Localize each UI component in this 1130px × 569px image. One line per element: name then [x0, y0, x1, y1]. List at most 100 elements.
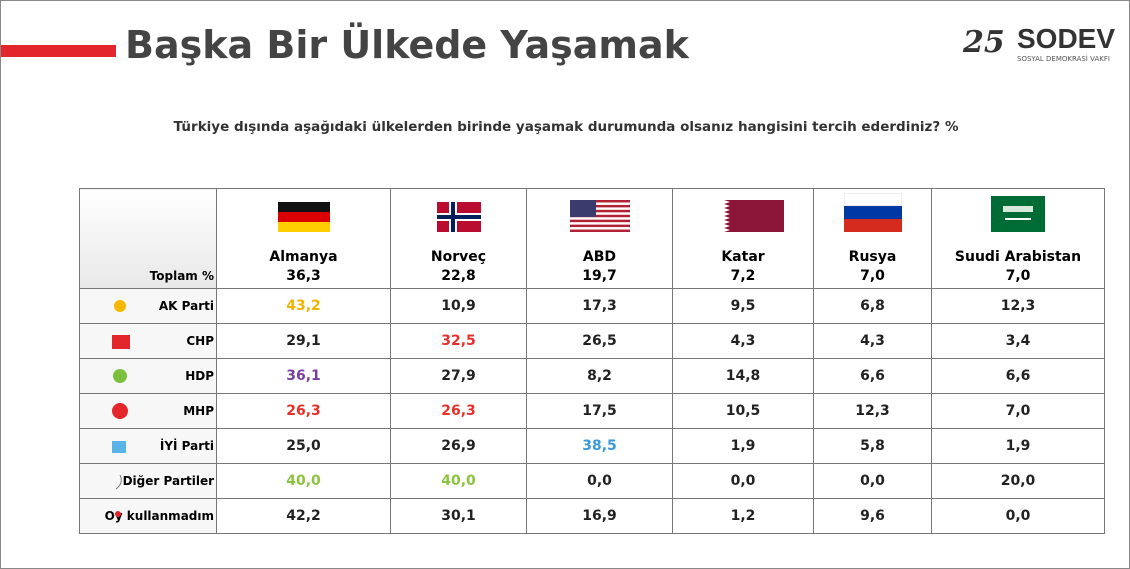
column-header: Rusya 7,0 — [813, 188, 932, 289]
country-total: 19,7 — [582, 268, 617, 284]
cell-value: 10,9 — [441, 298, 476, 314]
cell-value: 3,4 — [1005, 333, 1031, 349]
icon — [112, 441, 126, 453]
party-name: İYİ Parti — [159, 439, 214, 453]
cell-value: 32,5 — [441, 333, 476, 349]
party-cell: MHP — [79, 393, 217, 429]
cell-value: 43,2 — [286, 298, 321, 314]
value-cell: 0,0 — [931, 498, 1105, 534]
value-cell: 6,6 — [813, 358, 932, 394]
value-cell: 30,1 — [390, 498, 527, 534]
cell-value: 26,9 — [441, 438, 476, 454]
value-cell: 8,2 — [526, 358, 673, 394]
cell-value: 25,0 — [286, 438, 321, 454]
party-name: Oy kullanmadım — [104, 509, 214, 523]
header-row: Toplam % Almanya 36,3 Norveç 22,8 ABD 19,7 Kata… — [79, 188, 1105, 289]
value-cell: 9,5 — [672, 288, 814, 324]
cell-value: 26,3 — [286, 403, 321, 419]
cell-value: 42,2 — [286, 508, 321, 524]
flag — [814, 192, 931, 238]
cell-value: 27,9 — [441, 368, 476, 384]
cell-value: 4,3 — [860, 333, 885, 349]
value-cell: 25,0 — [216, 428, 391, 464]
value-cell: 1,9 — [931, 428, 1105, 464]
table: Toplam % Almanya 36,3 Norveç 22,8 ABD 19,7 Kata… — [79, 188, 1105, 534]
data-row: AK Parti 43,2 10,9 17,3 9,5 6,8 12,3 — [79, 288, 1105, 324]
icon — [115, 511, 121, 517]
value-cell: 42,2 — [216, 498, 391, 534]
flag-icon — [277, 202, 330, 232]
cell-value: 6,8 — [860, 298, 885, 314]
party-name: CHP — [186, 334, 214, 348]
subtitle: Türkiye dışında aşağıdaki ülkelerden bir… — [173, 119, 959, 135]
party-icon — [110, 508, 132, 529]
cell-value: 8,2 — [587, 368, 612, 384]
corner-cell: Toplam % — [79, 188, 217, 289]
column-header: Suudi Arabistan 7,0 — [931, 188, 1105, 289]
cell-value: 1,9 — [1005, 438, 1031, 454]
accent-bar — [1, 45, 116, 57]
party-cell: CHP — [79, 323, 217, 359]
party-icon — [110, 333, 132, 354]
value-cell: 17,5 — [526, 393, 673, 429]
cell-value: 9,6 — [860, 508, 885, 524]
column-header: Katar 7,2 — [672, 188, 814, 289]
party-cell: Oy kullanmadım — [79, 498, 217, 534]
cell-value: 0,0 — [587, 473, 612, 489]
party-name: Diğer Partiler — [122, 474, 214, 488]
value-cell: 14,8 — [672, 358, 814, 394]
flag-icon — [843, 192, 902, 232]
value-cell: 5,8 — [813, 428, 932, 464]
cell-value: 12,3 — [1000, 298, 1036, 314]
value-cell: 12,3 — [931, 288, 1105, 324]
value-cell: 43,2 — [216, 288, 391, 324]
flag — [527, 200, 672, 238]
value-cell: 26,3 — [216, 393, 391, 429]
cell-value: 0,0 — [1005, 508, 1031, 524]
cell-value: 10,5 — [725, 403, 761, 419]
flag-icon — [702, 200, 784, 232]
country-name: ABD — [582, 249, 617, 265]
flag-icon — [991, 196, 1045, 232]
flag-icon — [436, 202, 481, 232]
cell-value: 14,8 — [725, 368, 761, 384]
cell-value: 40,0 — [441, 473, 476, 489]
value-cell: 17,3 — [526, 288, 673, 324]
party-icon — [110, 473, 132, 494]
value-cell: 0,0 — [672, 463, 814, 499]
party-cell: HDP — [79, 358, 217, 394]
cell-value: 17,5 — [582, 403, 617, 419]
value-cell: 1,2 — [672, 498, 814, 534]
value-cell: 10,9 — [390, 288, 527, 324]
cell-value: 36,1 — [286, 368, 321, 384]
value-cell: 0,0 — [813, 463, 932, 499]
cell-value: 9,5 — [730, 298, 756, 314]
title: Başka Bir Ülkede Yaşamak — [125, 23, 689, 67]
value-cell: 38,5 — [526, 428, 673, 464]
country-total: 7,0 — [860, 268, 885, 284]
value-cell: 32,5 — [390, 323, 527, 359]
value-cell: 16,9 — [526, 498, 673, 534]
icon — [113, 369, 127, 383]
party-cell: Diğer Partiler — [79, 463, 217, 499]
value-cell: 40,0 — [390, 463, 527, 499]
country-name: Rusya — [848, 249, 897, 265]
country-name: Norveç — [430, 249, 487, 265]
logo-subtitle: SOSYAL DEMOKRASİ VAKFI — [1017, 55, 1110, 63]
cell-value: 6,6 — [860, 368, 885, 384]
party-icon — [110, 298, 132, 319]
cell-value: 6,6 — [1005, 368, 1031, 384]
party-icon — [110, 438, 132, 459]
cell-value: 4,3 — [730, 333, 756, 349]
data-row: CHP 29,1 32,5 26,5 4,3 4,3 3,4 — [79, 323, 1105, 359]
flag — [932, 196, 1104, 238]
data-row: Diğer Partiler 40,0 40,0 0,0 0,0 0,0 20,0 — [79, 463, 1105, 499]
logo-name: SODEV — [1017, 23, 1116, 54]
value-cell: 6,6 — [931, 358, 1105, 394]
value-cell: 4,3 — [672, 323, 814, 359]
icon — [112, 335, 130, 349]
cell-value: 0,0 — [860, 473, 885, 489]
flag — [673, 200, 813, 238]
party-icon — [110, 368, 132, 389]
cell-value: 7,0 — [1005, 403, 1031, 419]
